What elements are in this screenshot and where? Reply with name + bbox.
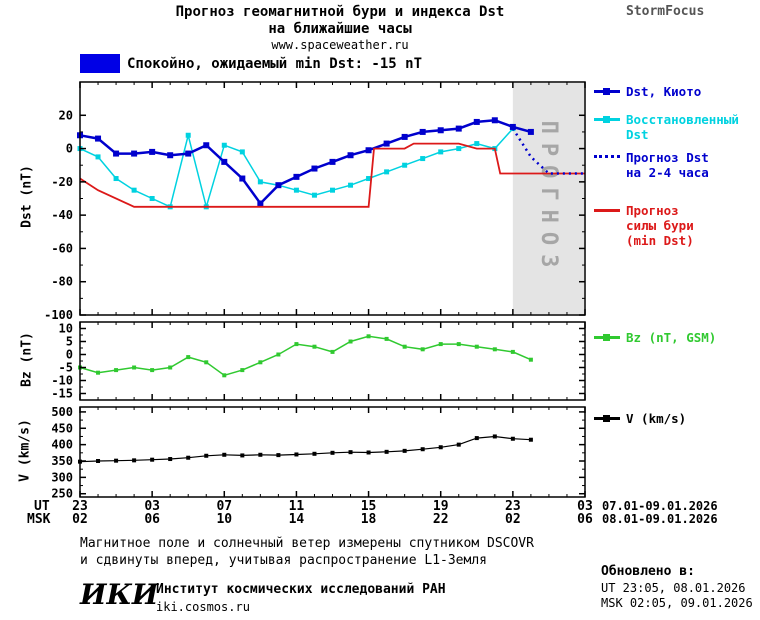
msk-tick-label: 06 [144,512,160,527]
msk-tick-label: 02 [505,512,521,527]
msk-tick-label: 02 [72,512,88,527]
y-tick-label: -80 [51,275,73,289]
ut-tick-label: 15 [361,499,377,514]
ut-tick-label: 19 [433,499,449,514]
page-title: Прогноз геомагнитной бури и индекса Dst [175,4,505,20]
legend-dst-forecast: Прогноз Dst на 2-4 часа [594,150,709,180]
legend-storm-forecast: Прогноз силы бури (min Dst) [594,203,694,248]
institute-name: Институт космических исследований РАН [156,582,446,597]
y-tick-label: 10 [59,322,73,336]
legend-line-icon [594,209,620,212]
legend-label: Прогноз Dst на 2-4 часа [626,150,709,180]
ut-date-range: 07.01-09.01.2026 [602,499,718,513]
series-dst-kyoto [79,119,532,206]
series-bz [79,335,532,377]
updated-msk-time: MSK 02:05, 09.01.2026 [601,596,753,610]
y-tick-label: 0 [66,348,73,362]
forecast-band-label: ПРОГНОЗ [536,121,561,277]
updated-ut-time: UT 23:05, 08.01.2026 [601,581,746,595]
legend-v: V (km/s) [594,411,686,426]
legend-label: Dst, Киото [626,84,702,99]
series-storm-forecast [79,142,585,208]
status-color-box [80,54,120,73]
legend-label: Прогноз силы бури (min Dst) [626,203,694,248]
y-tick-label: -40 [51,208,73,222]
series-bz-markers [78,334,533,378]
legend-bz: Bz (nT, GSM) [594,330,716,345]
series-dst-restored [79,128,514,210]
footnote-line1: Магнитное поле и солнечный ветер измерен… [80,536,534,551]
ut-axis-label: UT [34,499,50,514]
page-subtitle: на ближайшие часы [268,21,412,37]
y-tick-label: -20 [51,175,73,189]
y-tick-label: 250 [51,487,73,501]
footnote-line2: и сдвинуты вперед, учитывая распростране… [80,553,487,568]
msk-tick-label: 22 [433,512,449,527]
y-tick-label: -60 [51,241,73,255]
y-tick-label: 350 [51,454,73,468]
y-tick-label: -10 [51,374,73,388]
series-dst-restored-markers [77,126,516,210]
legend-dst-restored: Восстановленный Dst [594,112,739,142]
brand-label: StormFocus [626,4,705,19]
legend-square-icon [603,88,610,95]
legend-square-icon [603,116,610,123]
ut-tick-label: 03 [144,499,160,514]
msk-tick-label: 06 [577,512,593,527]
ut-tick-label: 03 [577,499,593,514]
ut-tick-label: 23 [505,499,521,514]
legend-square-icon [603,334,610,341]
legend-line-marker-icon [594,116,620,123]
updated-label: Обновлено в: [601,564,695,579]
y-tick-label: 0 [66,142,73,156]
y-tick-label: 5 [66,335,73,349]
ut-tick-label: 07 [216,499,232,514]
forecast-band [512,83,584,314]
ut-tick-label: 23 [72,499,88,514]
msk-tick-label: 18 [361,512,377,527]
panel-v: 500 450 400 350 300 250 [51,405,586,501]
msk-tick-label: 10 [216,512,232,527]
legend-square-icon [603,415,610,422]
panel-frame [79,81,586,316]
legend-label: V (km/s) [626,411,687,426]
y-tick-label: 400 [51,438,73,452]
ut-tick-label: 11 [289,499,305,514]
y-tick-label: -15 [51,387,73,401]
legend-line-marker-icon [594,415,620,422]
msk-tick-label: 14 [289,512,305,527]
status-text: Спокойно, ожидаемый min Dst: -15 nT [127,56,423,72]
legend-label: Восстановленный Dst [626,112,739,142]
y-tick-label: -100 [44,308,73,322]
legend-dst-kyoto: Dst, Киото [594,84,701,99]
y-tick-label: 300 [51,470,73,484]
institute-site-url: iki.cosmos.ru [156,600,250,614]
y-tick-label: 500 [51,405,73,419]
panel-dst: ПРОГНОЗ 20 0 -20 -40 -60 -80 -100 [44,81,586,322]
legend-line-marker-icon [594,88,620,95]
msk-date-range: 08.01-09.01.2026 [602,512,718,526]
iki-logo: ИКИ [80,578,159,611]
v-axis-label: V (km/s) [17,419,33,482]
series-v-markers [78,434,533,464]
y-tick-label: -5 [59,361,73,375]
legend-dotted-line-icon [594,155,620,158]
y-tick-label: 450 [51,421,73,435]
legend-line-marker-icon [594,334,620,341]
site-url: www.spaceweather.ru [271,38,409,52]
msk-axis-label: MSK [27,512,51,527]
y-tick-label: 20 [59,108,73,122]
panel-frame [79,321,586,401]
dst-axis-label: Dst (nT) [19,165,35,228]
series-v [79,435,531,463]
legend-label: Bz (nT, GSM) [626,330,717,345]
